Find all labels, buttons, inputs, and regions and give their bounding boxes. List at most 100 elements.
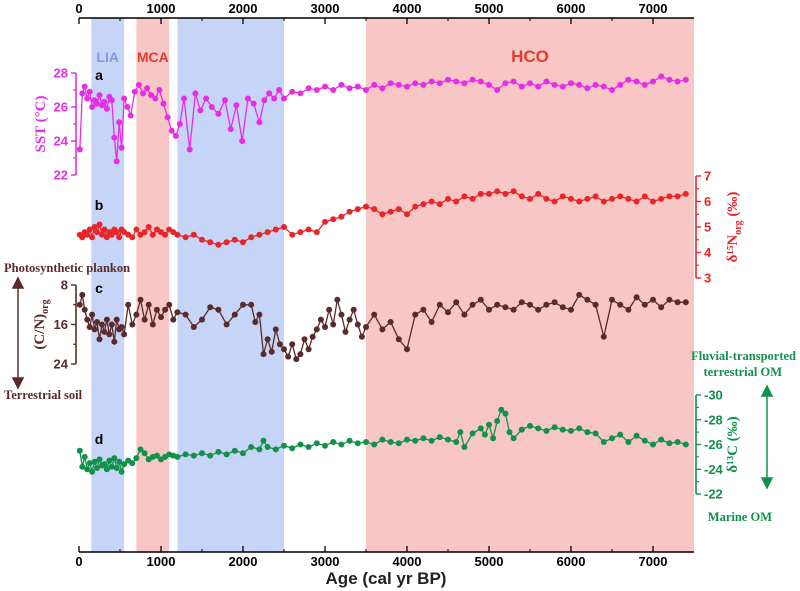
data-point-b — [502, 190, 509, 197]
data-point-b — [113, 229, 120, 236]
data-point-a — [271, 95, 278, 102]
data-point-d — [103, 466, 110, 473]
y-tick-label-a: 24 — [54, 134, 69, 149]
data-point-a — [486, 81, 492, 88]
data-point-d — [199, 450, 205, 457]
y-tick-label-b: 7 — [704, 169, 711, 184]
data-point-b — [609, 195, 615, 202]
data-point-a — [124, 104, 131, 110]
x-axes: 0 0 1000 1000 2000 2000 3000 3000 4000 4000 5000 50… — [75, 1, 667, 569]
data-point-b — [338, 213, 345, 220]
data-point-d — [633, 432, 640, 439]
data-point-c — [145, 301, 152, 308]
data-point-a — [625, 76, 632, 83]
data-point-a — [305, 85, 312, 92]
x-tick-label: 0 — [75, 554, 82, 569]
data-point-c — [301, 336, 308, 343]
data-point-c — [137, 296, 144, 303]
data-point-c — [256, 311, 263, 318]
data-point-b — [103, 234, 110, 241]
data-point-c — [260, 351, 267, 358]
data-point-b — [600, 198, 607, 205]
data-point-b — [297, 229, 304, 236]
data-point-d — [543, 427, 550, 434]
data-point-d — [79, 463, 86, 470]
data-point-a — [256, 119, 263, 126]
data-point-c — [338, 311, 345, 318]
data-point-b — [436, 201, 443, 208]
data-point-a — [535, 83, 542, 90]
data-point-c — [387, 319, 394, 325]
data-point-b — [322, 218, 328, 225]
data-point-c — [162, 306, 169, 313]
data-point-a — [84, 95, 91, 102]
y-tick-label-c: 24 — [54, 357, 69, 372]
data-point-d — [129, 460, 136, 467]
data-point-c — [264, 336, 271, 343]
data-point-c — [641, 301, 648, 308]
band-1 — [136, 18, 170, 552]
x-tick-label-top: 0 — [75, 1, 82, 16]
data-point-c — [486, 306, 492, 313]
data-point-b — [584, 195, 591, 202]
data-point-a — [156, 87, 163, 93]
data-point-a — [76, 146, 83, 153]
data-point-c — [461, 311, 468, 318]
data-point-b — [86, 226, 93, 233]
data-point-d — [457, 429, 464, 436]
data-point-d — [494, 418, 501, 424]
band-label-lia: LIA — [96, 49, 119, 65]
data-point-c — [633, 294, 640, 301]
data-point-c — [363, 324, 369, 330]
data-point-b — [379, 211, 386, 218]
data-point-b — [149, 231, 156, 238]
data-point-c — [445, 309, 451, 316]
data-point-b — [305, 226, 312, 233]
data-point-a — [354, 83, 361, 90]
data-point-d — [153, 452, 160, 459]
data-point-d — [84, 466, 91, 473]
data-point-b — [428, 198, 435, 205]
data-point-a — [576, 81, 583, 88]
data-point-b — [658, 195, 665, 202]
y-tick-label-b: 4 — [704, 245, 712, 260]
data-point-c — [625, 306, 632, 313]
data-point-a — [144, 85, 151, 92]
data-point-a — [160, 100, 167, 107]
data-point-c — [158, 314, 164, 321]
data-point-a — [222, 97, 228, 104]
data-point-a — [261, 97, 268, 104]
data-point-d — [498, 406, 505, 413]
panel-labels: a b c d — [95, 67, 104, 447]
data-point-c — [576, 291, 583, 298]
data-point-a — [168, 127, 175, 134]
data-point-d — [94, 465, 100, 471]
data-point-c — [568, 306, 574, 313]
data-point-d — [428, 437, 435, 444]
data-point-b — [666, 193, 673, 200]
data-point-d — [535, 425, 542, 432]
data-point-a — [111, 134, 118, 141]
data-point-b — [116, 234, 123, 241]
data-point-c — [420, 306, 427, 313]
data-point-c — [453, 299, 460, 306]
data-point-d — [641, 437, 648, 444]
data-point-d — [81, 453, 88, 460]
data-point-c — [379, 326, 386, 333]
x-tick-label-top: 6000 — [557, 1, 586, 16]
data-point-a — [445, 76, 451, 83]
data-point-c — [502, 304, 509, 311]
data-point-c — [199, 316, 205, 323]
data-point-d — [289, 445, 296, 452]
data-point-c — [428, 319, 435, 325]
data-point-b — [190, 231, 197, 238]
data-point-c — [207, 304, 214, 311]
data-point-d — [76, 447, 83, 454]
data-point-d — [240, 450, 246, 457]
y-tick-label-d: -24 — [704, 462, 724, 477]
data-point-d — [404, 436, 410, 443]
data-point-c — [510, 306, 517, 313]
data-point-a — [101, 98, 108, 105]
data-point-b — [240, 239, 246, 246]
